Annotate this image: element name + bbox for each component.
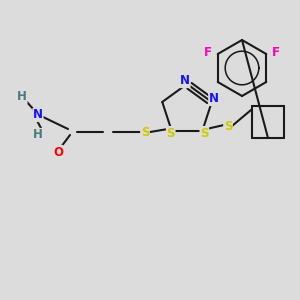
- Text: S: S: [167, 127, 175, 140]
- Text: H: H: [33, 128, 43, 142]
- Text: F: F: [204, 46, 212, 59]
- Text: N: N: [209, 92, 219, 106]
- Text: S: S: [141, 125, 149, 139]
- Text: F: F: [272, 46, 280, 59]
- Text: O: O: [53, 146, 63, 158]
- Text: S: S: [200, 127, 208, 140]
- Text: S: S: [224, 121, 232, 134]
- Text: N: N: [180, 74, 190, 88]
- Text: N: N: [33, 109, 43, 122]
- Text: H: H: [17, 91, 27, 103]
